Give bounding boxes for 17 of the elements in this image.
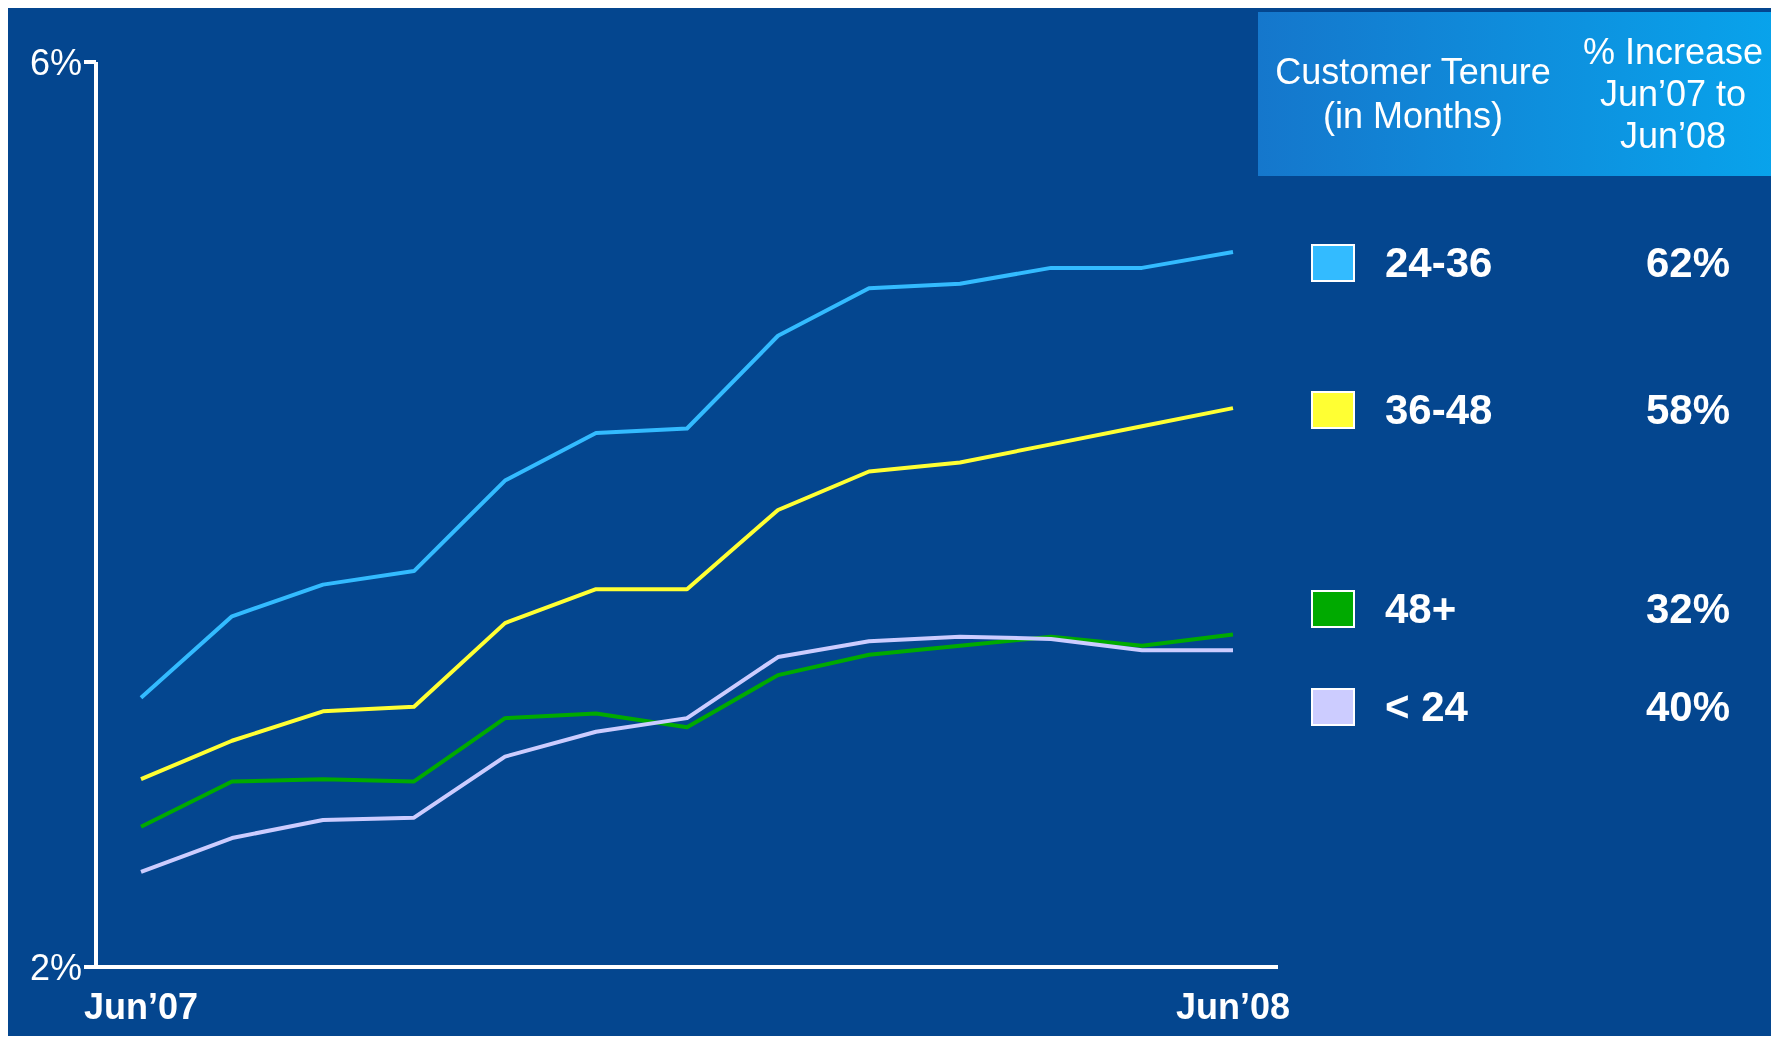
- text: 62%: [1644, 239, 1730, 287]
- line-series: [139, 632, 1235, 829]
- line-series: [139, 250, 1235, 700]
- legend-label: 36-48: [1385, 386, 1494, 434]
- y-tick-label: 2%: [29, 946, 82, 988]
- text: 40%: [1644, 683, 1730, 731]
- legend-label: < 24: [1385, 683, 1469, 731]
- y-tick-label: 6%: [29, 41, 82, 83]
- text: 58%: [1644, 386, 1730, 434]
- x-tick-label: Jun’07: [83, 985, 199, 1027]
- legend-label: 48+: [1385, 585, 1458, 633]
- x-tick-label: Jun’08: [1175, 985, 1291, 1027]
- legend-title: Customer Tenure (in Months): [1274, 50, 1552, 138]
- line-series: [139, 406, 1235, 782]
- line-series: [139, 634, 1235, 874]
- text: 32%: [1644, 585, 1730, 633]
- legend-label: 24-36: [1385, 239, 1494, 287]
